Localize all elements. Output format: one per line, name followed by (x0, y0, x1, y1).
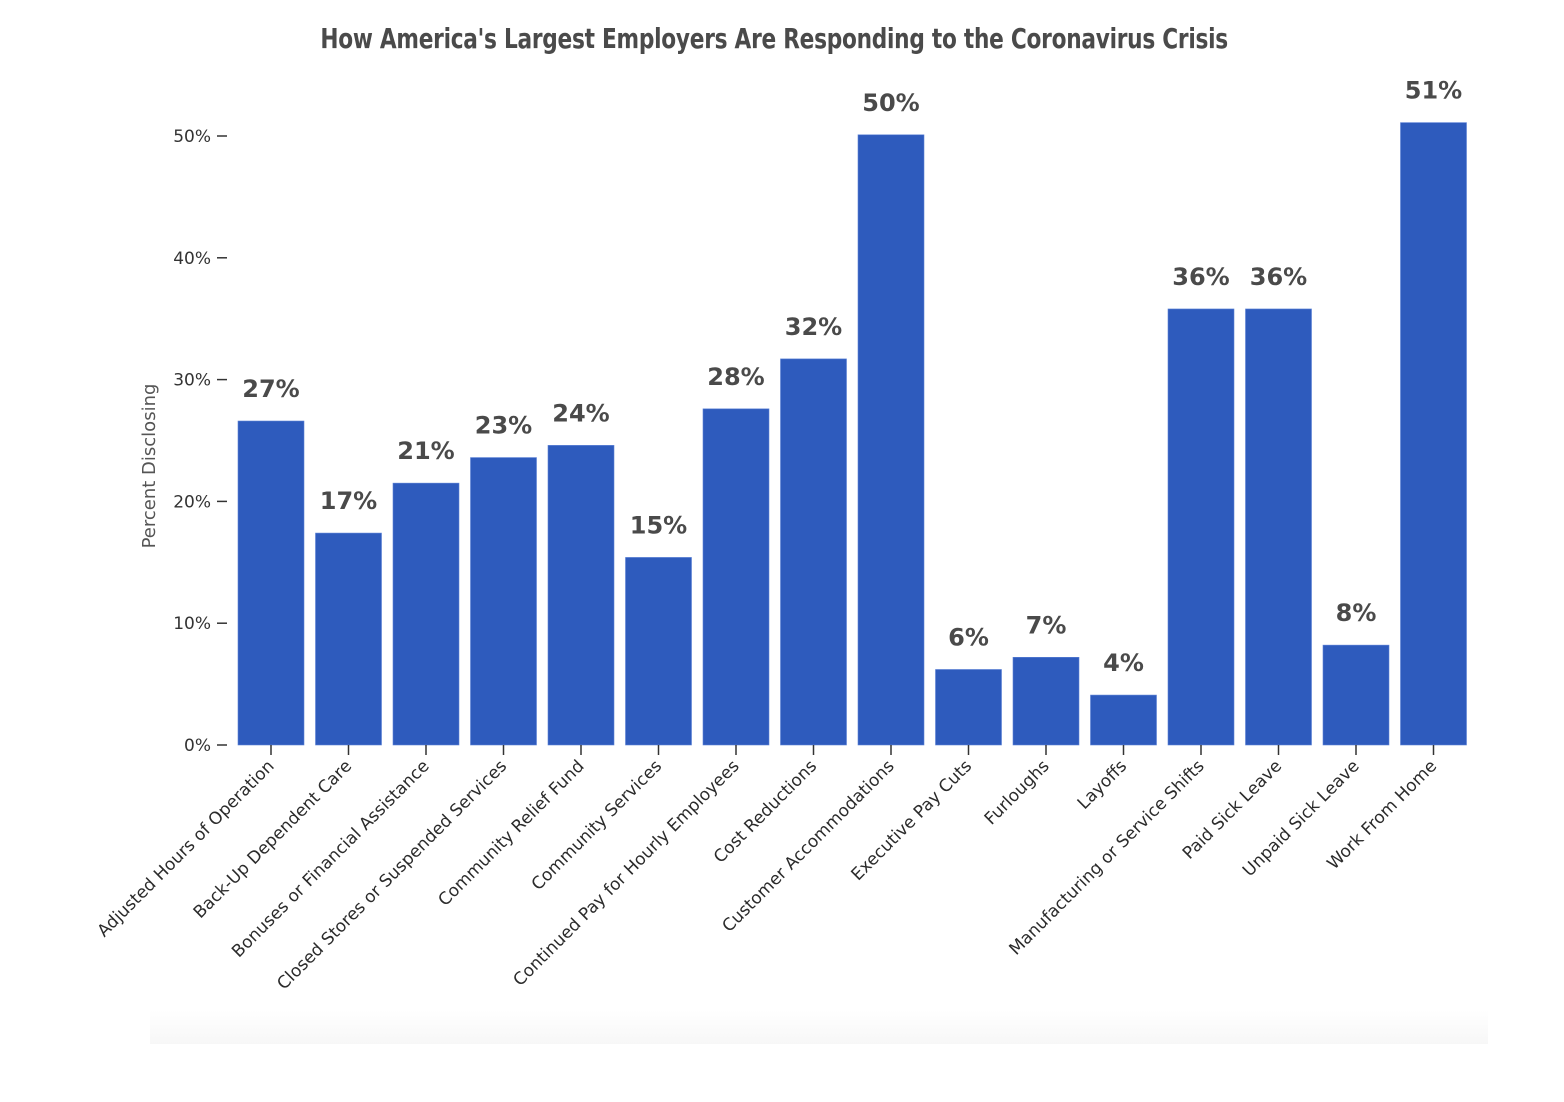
data-label: 27% (242, 375, 299, 403)
bar (1400, 122, 1467, 746)
data-label: 36% (1172, 263, 1229, 291)
data-label: 24% (552, 399, 609, 427)
y-tick-label: 0% (184, 736, 211, 756)
x-category-label: Community Relief Fund (435, 756, 589, 910)
bar (1245, 308, 1312, 746)
bar (470, 457, 537, 746)
bar (315, 532, 382, 746)
bar (1167, 308, 1235, 746)
data-label: 50% (862, 89, 919, 117)
bar (1322, 644, 1390, 746)
data-label: 7% (1026, 611, 1067, 639)
bar (625, 557, 692, 746)
data-label: 28% (707, 363, 764, 391)
y-tick-label: 10% (173, 614, 211, 634)
x-category-label: Community Services (528, 756, 666, 894)
bar (702, 408, 770, 746)
bar (547, 445, 615, 746)
y-axis: 0% 10% 20% 30% 40% 50% (173, 127, 227, 756)
y-tick-label: 40% (173, 249, 211, 269)
data-label: 17% (320, 487, 377, 515)
data-label: 8% (1336, 599, 1377, 627)
x-category-label: Furloughs (981, 756, 1054, 829)
bar (392, 482, 460, 746)
bar (935, 669, 1002, 746)
bar (780, 358, 847, 746)
y-tick-label: 50% (173, 127, 211, 147)
bars: 27% 17% 21% 23% 24% 15% 28% 32% 50% 6% 7% 4% 36% 36% 8… (237, 77, 1467, 746)
data-label: 36% (1250, 263, 1307, 291)
y-axis-title: Percent Disclosing (139, 384, 160, 549)
data-label: 15% (630, 511, 687, 539)
y-tick-label: 30% (173, 371, 211, 391)
bar (857, 134, 925, 746)
data-label: 6% (948, 623, 989, 651)
data-label: 51% (1405, 77, 1462, 105)
bar (1012, 657, 1080, 746)
data-label: 32% (785, 313, 842, 341)
bar (237, 420, 305, 746)
x-category-label: Back-Up Dependent Care (190, 756, 356, 922)
data-label: 23% (475, 412, 532, 440)
y-tick-label: 20% (173, 492, 211, 512)
data-label: 4% (1103, 649, 1144, 677)
bottom-shade (150, 1010, 1488, 1044)
data-label: 21% (397, 437, 454, 465)
x-category-label: Layoffs (1074, 756, 1131, 813)
bar (1090, 694, 1157, 746)
chart-title: How America's Largest Employers Are Resp… (320, 22, 1228, 55)
